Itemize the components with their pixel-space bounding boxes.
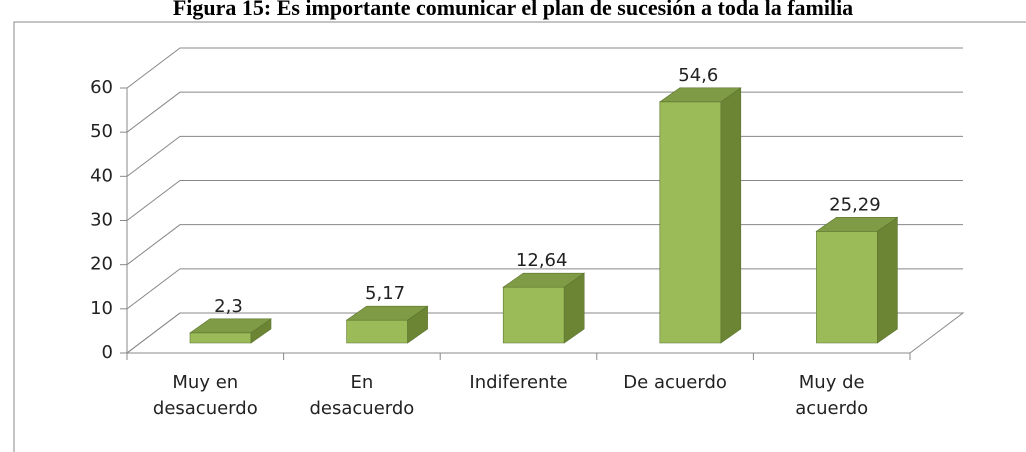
x-tick-label: De acuerdo	[623, 372, 727, 393]
bar-top	[345, 305, 429, 321]
bar-top	[658, 87, 742, 103]
bar-front	[659, 101, 722, 344]
y-tick-label: 30	[90, 210, 113, 231]
bar	[815, 216, 899, 344]
chart-title: Figura 15: Es importante comunicar el pl…	[173, 0, 853, 20]
bar	[189, 318, 272, 344]
y-tick-label: 60	[90, 77, 113, 98]
x-tick-label: Indiferente	[469, 372, 568, 393]
bar-side	[720, 87, 742, 344]
bar-front	[816, 231, 878, 344]
bar	[658, 87, 742, 344]
x-tick-label: Muy en desacuerdo	[152, 372, 258, 419]
bar-front	[189, 332, 252, 344]
bar-front	[346, 319, 408, 344]
y-tick-label: 10	[90, 298, 113, 319]
value-label: 25,29	[829, 194, 881, 215]
bar-front	[502, 286, 565, 344]
bar-top	[815, 217, 899, 232]
bar	[345, 305, 429, 344]
y-tick-label: 50	[90, 121, 113, 142]
bar-top	[189, 318, 272, 334]
value-label: 12,64	[516, 250, 568, 271]
y-tick-label: 40	[90, 165, 113, 186]
x-tick-label: Muy de acuerdo	[795, 372, 869, 419]
value-label: 5,17	[365, 283, 405, 304]
x-tick-label: En desacuerdo	[309, 372, 415, 419]
y-tick-label: 20	[90, 254, 113, 275]
grid-line	[126, 47, 963, 89]
bar-top	[502, 272, 586, 288]
value-label: 2,3	[214, 296, 243, 317]
bar	[502, 272, 586, 344]
bar-side	[877, 216, 898, 344]
value-label: 54,6	[678, 65, 718, 86]
y-tick-label: 0	[102, 342, 113, 363]
